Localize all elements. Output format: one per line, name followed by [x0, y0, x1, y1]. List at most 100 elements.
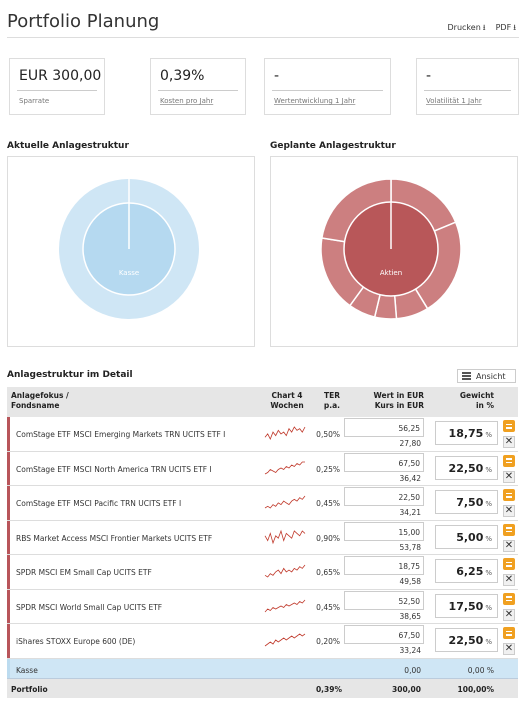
edit-icon[interactable]	[503, 420, 515, 432]
kpi-underline	[17, 90, 97, 91]
sparkline-chart[interactable]	[264, 529, 306, 545]
wert-input[interactable]: 67,50	[344, 452, 424, 472]
edit-icon[interactable]	[503, 558, 515, 570]
header-ter: TER p.a.	[323, 391, 340, 410]
current-structure-title: Aktuelle Anlagestruktur	[7, 141, 129, 151]
kpi-value: -	[274, 68, 280, 84]
title-divider	[7, 37, 519, 38]
fund-kurs: 53,78	[399, 542, 421, 552]
gewicht-input[interactable]: 17,50%	[435, 593, 498, 618]
fund-kurs: 34,21	[399, 508, 421, 517]
sparkline-line	[264, 495, 306, 509]
sparkline-line	[264, 633, 306, 647]
kpi-label: Sparrate	[19, 97, 50, 105]
header-chart: Chart 4 Wochen	[270, 391, 304, 410]
row-color-bar	[7, 624, 10, 658]
kpi-label-link[interactable]: Volatilität 1 Jahr	[426, 97, 482, 105]
row-color-bar	[7, 417, 10, 451]
delete-icon[interactable]: ✕	[503, 470, 515, 483]
planned-donut-label: Aktien	[380, 269, 402, 277]
planned-structure-title: Geplante Anlagestruktur	[270, 141, 396, 151]
fund-rows: ComStage ETF MSCI Emerging Markets TRN U…	[7, 417, 518, 659]
current-donut-svg: Kasse	[59, 179, 199, 319]
wert-input[interactable]: 52,50	[344, 590, 424, 610]
delete-icon[interactable]: ✕	[503, 643, 515, 655]
kpi-wertentwicklung: - Wertentwicklung 1 Jahr	[264, 58, 391, 115]
kasse-name: Kasse	[16, 665, 38, 675]
sparkline-chart[interactable]	[264, 460, 306, 476]
sparkline-chart[interactable]	[264, 563, 306, 579]
wert-input[interactable]: 22,50	[344, 487, 424, 506]
sparkline-chart[interactable]	[264, 425, 306, 441]
kpi-label-link[interactable]: Kosten pro Jahr	[160, 97, 214, 105]
print-link[interactable]: Drucken ⭳	[448, 22, 486, 36]
row-color-bar	[7, 589, 10, 623]
delete-icon[interactable]: ✕	[503, 608, 515, 621]
fund-name: SPDR MSCI EM Small Cap UCITS ETF	[16, 568, 152, 577]
gewicht-unit: %	[485, 569, 492, 577]
gewicht-value: 22,50	[448, 461, 484, 475]
kpi-value: EUR 300,00	[19, 68, 102, 84]
gewicht-unit: %	[485, 431, 492, 439]
pdf-link[interactable]: PDF ⭳	[496, 22, 516, 36]
delete-icon[interactable]: ✕	[503, 436, 515, 448]
sparkline-chart[interactable]	[264, 632, 306, 648]
sparkline-chart[interactable]	[264, 598, 306, 614]
fund-ter: 0,25%	[316, 464, 340, 474]
kpi-underline	[158, 90, 238, 91]
fund-name: ComStage ETF MSCI Pacific TRN UCITS ETF …	[16, 499, 182, 508]
table-row: RBS Market Access MSCI Frontier Markets …	[7, 520, 518, 555]
kpi-label-link[interactable]: Wertentwicklung 1 Jahr	[274, 97, 356, 105]
delete-icon[interactable]: ✕	[503, 505, 515, 517]
page-title: Portfolio Planung	[7, 11, 160, 32]
fund-name: RBS Market Access MSCI Frontier Markets …	[16, 533, 213, 543]
sparkline-line	[264, 461, 305, 474]
fund-kurs: 49,58	[399, 577, 421, 586]
edit-icon[interactable]	[503, 592, 515, 605]
gewicht-input[interactable]: 7,50%	[435, 490, 498, 514]
table-row: iShares STOXX Europe 600 (DE) 0,20% 67,50 3…	[7, 624, 518, 659]
gewicht-unit: %	[485, 500, 492, 508]
delete-icon[interactable]: ✕	[503, 539, 515, 552]
edit-icon[interactable]	[503, 627, 515, 639]
gewicht-input[interactable]: 22,50%	[435, 455, 498, 480]
gewicht-value: 7,50	[456, 496, 484, 509]
table-row: ComStage ETF MSCI Pacific TRN UCITS ETF …	[7, 486, 518, 521]
portfolio-row: Portfolio 0,39% 300,00 100,00%	[7, 678, 518, 698]
fund-kurs: 27,80	[399, 439, 421, 448]
current-donut-label: Kasse	[119, 269, 139, 277]
delete-icon[interactable]: ✕	[503, 574, 515, 586]
portfolio-name: Portfolio	[11, 684, 48, 694]
kpi-value: 0,39%	[160, 68, 205, 84]
download-arrow-icon: ⭳	[513, 23, 516, 32]
wert-input[interactable]: 18,75	[344, 556, 424, 575]
view-button[interactable]: Ansicht	[457, 369, 516, 383]
gewicht-unit: %	[485, 603, 492, 612]
wert-input[interactable]: 15,00	[344, 521, 424, 541]
gewicht-value: 6,25	[456, 565, 484, 578]
planned-structure-chart: Aktien	[270, 156, 518, 347]
gewicht-value: 18,75	[448, 427, 484, 440]
edit-icon[interactable]	[503, 489, 515, 501]
gewicht-unit: %	[485, 638, 492, 646]
header-wert: Wert in EUR Kurs in EUR	[373, 391, 425, 410]
edit-icon[interactable]	[503, 523, 515, 536]
download-arrow-icon: ⭳	[482, 23, 486, 32]
pdf-label: PDF	[495, 23, 512, 32]
wert-input[interactable]: 56,25	[344, 418, 424, 437]
fund-name: SPDR MSCI World Small Cap UCITS ETF	[16, 602, 163, 612]
gewicht-input[interactable]: 6,25%	[435, 559, 498, 583]
current-structure-chart: Kasse	[7, 156, 255, 347]
table-row: SPDR MSCI World Small Cap UCITS ETF 0,45%…	[7, 589, 518, 624]
gewicht-input[interactable]: 5,00%	[435, 524, 498, 549]
export-links: Drucken ⭳ PDF ⭳	[448, 22, 516, 36]
gewicht-unit: %	[485, 465, 492, 474]
gewicht-input[interactable]: 22,50%	[435, 628, 498, 652]
sparkline-chart[interactable]	[264, 494, 306, 510]
edit-icon[interactable]	[503, 454, 515, 467]
header-gewicht: Gewicht in %	[459, 391, 494, 410]
kpi-value: -	[426, 68, 432, 84]
gewicht-input[interactable]: 18,75%	[435, 421, 498, 445]
list-icon	[462, 372, 471, 380]
wert-input[interactable]: 67,50	[344, 625, 424, 644]
